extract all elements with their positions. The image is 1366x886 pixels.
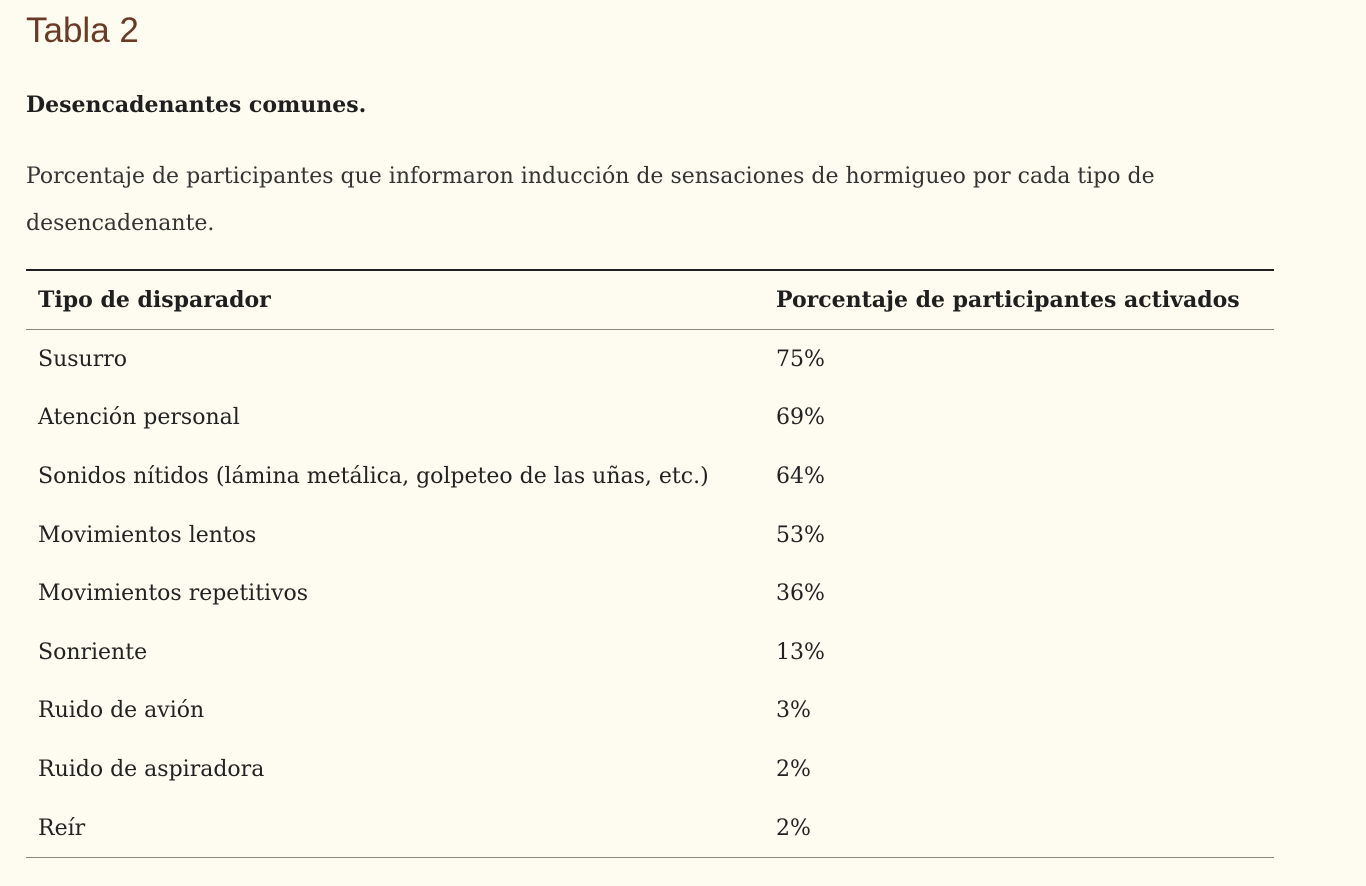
header-row: Tipo de disparador Porcentaje de partici…: [26, 270, 1274, 330]
table-row: Susurro 75%: [26, 330, 1274, 389]
table-row: Sonriente 13%: [26, 623, 1274, 682]
table-label: Tabla 2: [26, 11, 139, 50]
table-row: Sonidos nítidos (lámina metálica, golpet…: [26, 447, 1274, 506]
table-row: Ruido de avión 3%: [26, 682, 1274, 741]
trigger-cell: Sonriente: [38, 639, 148, 665]
percent-cell: 13%: [776, 639, 825, 665]
trigger-cell: Reír: [38, 815, 86, 841]
trigger-cell: Susurro: [38, 346, 127, 372]
percent-cell: 2%: [776, 815, 811, 841]
table-row: Movimientos repetitivos 36%: [26, 564, 1274, 623]
percent-cell: 64%: [776, 463, 825, 489]
table-row: Atención personal 69%: [26, 389, 1274, 448]
trigger-cell: Movimientos repetitivos: [38, 581, 309, 607]
column-header-trigger-type: Tipo de disparador: [38, 287, 271, 313]
trigger-cell: Ruido de aspiradora: [38, 756, 265, 782]
table-row: Reír 2%: [26, 799, 1274, 858]
triggers-table: Tipo de disparador Porcentaje de partici…: [26, 269, 1274, 858]
percent-cell: 75%: [776, 346, 825, 372]
table-row: Ruido de aspiradora 2%: [26, 740, 1274, 799]
percent-cell: 69%: [776, 405, 825, 431]
table-caption: Porcentaje de participantes que informar…: [26, 164, 1155, 236]
table-body: Susurro 75% Atención personal 69% Sonido…: [26, 330, 1274, 858]
trigger-cell: Atención personal: [38, 405, 240, 431]
column-header-percentage: Porcentaje de participantes activados: [776, 287, 1240, 313]
table-title: Desencadenantes comunes.: [26, 92, 367, 118]
trigger-cell: Ruido de avión: [38, 698, 205, 724]
table-header: Tipo de disparador Porcentaje de partici…: [26, 270, 1274, 330]
table-row: Movimientos lentos 53%: [26, 506, 1274, 565]
percent-cell: 2%: [776, 756, 811, 782]
percent-cell: 3%: [776, 698, 811, 724]
percent-cell: 36%: [776, 581, 825, 607]
trigger-cell: Movimientos lentos: [38, 522, 257, 548]
trigger-cell: Sonidos nítidos (lámina metálica, golpet…: [38, 463, 709, 489]
percent-cell: 53%: [776, 522, 825, 548]
